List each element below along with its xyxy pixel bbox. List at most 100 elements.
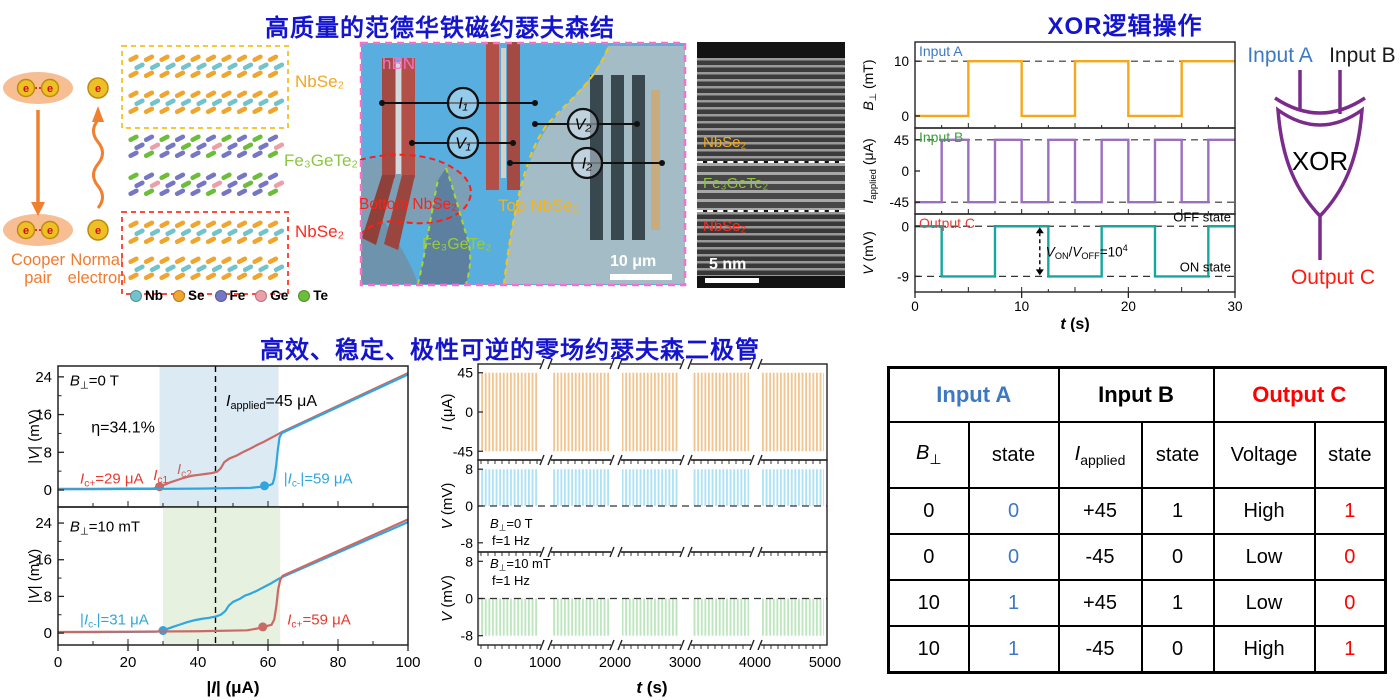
axis-break-icon (757, 639, 763, 651)
axis-break-icon (547, 546, 553, 558)
table-group-header: Input A (887, 366, 1060, 423)
svg-text:0: 0 (44, 625, 52, 642)
electrode (402, 58, 415, 178)
svg-text:30: 30 (1227, 299, 1242, 314)
dense-switching-band (479, 598, 538, 636)
element-name: Ge (270, 288, 289, 303)
table-group-header: Output C (1212, 366, 1387, 423)
svg-text:0: 0 (901, 164, 909, 179)
dense-switching-band (692, 372, 749, 452)
y-axis-label: |V| (mV) (28, 409, 43, 463)
gate-name: XOR (1292, 146, 1348, 176)
electron-icon (87, 77, 109, 99)
x-axis-label: t (s) (636, 678, 667, 697)
svg-text:45: 45 (894, 133, 909, 148)
svg-text:1000: 1000 (529, 655, 561, 671)
atomic-layer-group (128, 54, 285, 79)
axis-break-icon (539, 358, 545, 370)
axis-break-icon (687, 454, 693, 466)
electrode (382, 58, 395, 178)
layer-label-bottom-nbse2: NbSe₂ (295, 222, 345, 241)
critical-current-dot (258, 622, 268, 632)
endurance-chart: 450-45I (μA)80-8B⊥=0 Tf=1 HzV (mV)80-8B⊥… (439, 358, 841, 697)
axis-break-icon (749, 358, 755, 370)
curve-label: Input B (919, 129, 963, 145)
field-condition-label: B⊥=0 T (70, 373, 119, 392)
shaded-region (163, 507, 281, 645)
dense-switching-band (622, 372, 679, 452)
svg-text:e: e (47, 225, 53, 237)
table-cell: Low (1212, 579, 1316, 627)
endurance-panel-0: 45 0 -45 (453, 363, 828, 461)
xor-gate-symbol: XOR (1274, 70, 1366, 260)
xor-panel-2: 0 -9 Output C (897, 213, 1236, 293)
dense-switching-band (762, 598, 824, 636)
atomic-layer-group (128, 134, 285, 159)
svg-text:10: 10 (894, 54, 909, 69)
table-row: 0 0 +45 1 High 1 (887, 487, 1387, 535)
element-name: Se (188, 288, 205, 303)
probe-I₂: I₂ (507, 146, 665, 180)
tem-label-nbse2-top: NbSe₂ (703, 134, 747, 151)
table-cell: 1 (1313, 625, 1387, 674)
legend-item: Se (173, 288, 205, 303)
axis-break-icon (687, 546, 693, 558)
arrowhead-icon (92, 106, 104, 122)
table-cell: -45 (1057, 625, 1143, 674)
table-cell: 0 (967, 533, 1060, 581)
diode-panel-1: 0 8 16 24 B⊥=10 mT |Ic-|=31 μA Ic+=59 μA (35, 506, 409, 646)
y-axis-label: Iapplied (μA) (860, 138, 879, 203)
svg-text:0: 0 (44, 482, 52, 499)
legend-item: Fe (214, 288, 245, 303)
svg-text:V₂: V₂ (575, 117, 592, 134)
electrode (632, 75, 645, 240)
element-name: Te (313, 288, 329, 303)
element-dot-icon (255, 289, 268, 302)
dense-switching-band (552, 372, 609, 452)
svg-text:45: 45 (457, 365, 473, 381)
iv-curve-positive-branch (57, 518, 409, 634)
svg-text:20: 20 (120, 654, 137, 671)
electrode (486, 42, 499, 190)
table-cell: 0 (1140, 625, 1215, 674)
gate-body (1275, 106, 1365, 219)
layer-label-top-nbse2: NbSe₂ (295, 72, 345, 91)
dense-switching-band (479, 372, 538, 452)
cooper-pair-schematic: e e e e e e (3, 72, 109, 246)
bottom-nbse2-box (121, 211, 289, 295)
dense-switching-band (622, 598, 679, 636)
svg-text:e: e (23, 225, 29, 237)
diode-section-title: 高效、稳定、极性可逆的零场约瑟夫森二极管 (260, 337, 760, 364)
table-column-header: Iapplied (1057, 421, 1143, 489)
element-name: Nb (145, 288, 163, 303)
atomic-layer-group (128, 172, 285, 197)
axis-break-icon (609, 358, 615, 370)
axis-break-icon (617, 639, 623, 651)
table-cell: High (1212, 487, 1316, 535)
electron-wavy-arrow (92, 119, 104, 209)
element-dot-icon (298, 289, 311, 302)
svg-text:0: 0 (474, 655, 482, 671)
normal-electron-label: Normal electron (67, 251, 127, 287)
svg-text:8: 8 (44, 444, 52, 461)
critical-current-dot (260, 481, 269, 491)
legend-item: Te (298, 288, 328, 303)
dense-switching-band (692, 469, 749, 506)
fgt-outline (417, 167, 472, 285)
table-cell: 1 (967, 579, 1060, 627)
svg-text:0: 0 (465, 404, 473, 420)
dense-switching-band (762, 469, 824, 506)
table-cell: 10 (887, 625, 970, 674)
table-row: 10 1 -45 0 High 1 (887, 625, 1387, 674)
layer-label-fgt: Fe₃GeTe₂ (284, 151, 358, 170)
tem-bottom-nbse2-layers (697, 212, 845, 276)
xor-panel-1: 45 0 -45 Input B (889, 127, 1236, 215)
axis-break-icon (539, 546, 545, 558)
field-condition-label: B⊥=10 mT (70, 519, 140, 538)
y-axis-label: V (mV) (439, 483, 456, 530)
curve-label: Input A (919, 43, 963, 59)
table-cell: 0 (1140, 533, 1215, 581)
svg-text:20: 20 (1121, 299, 1136, 314)
annotation: Ic+=29 μA (80, 471, 143, 490)
svg-text:8: 8 (465, 461, 473, 477)
